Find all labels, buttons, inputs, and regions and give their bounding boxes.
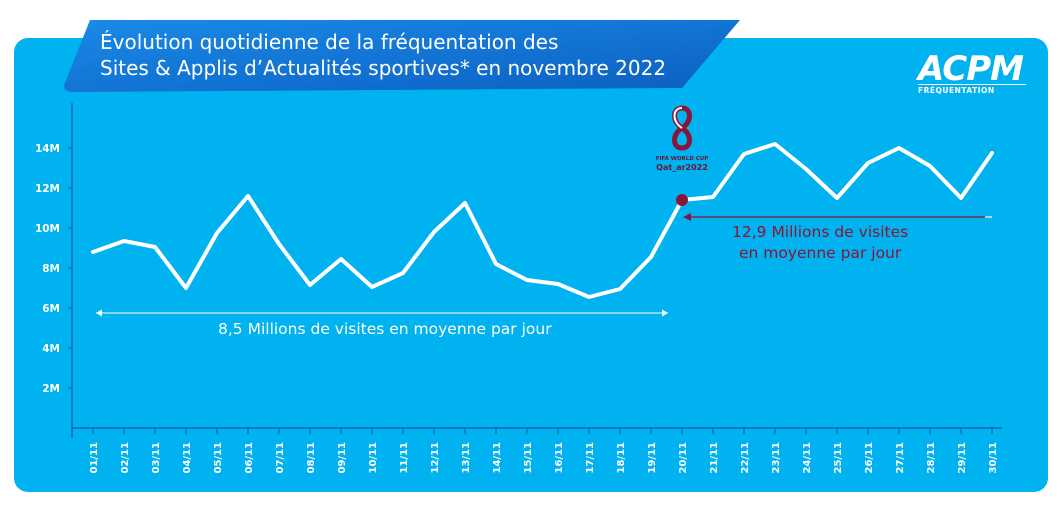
x-tick-label: 29/11	[957, 442, 968, 474]
acpm-logo: ACPM FRÉQUENTATION	[918, 52, 1026, 95]
x-tick-label: 17/11	[585, 442, 596, 474]
x-tick-label: 24/11	[802, 442, 813, 474]
x-tick-label: 08/11	[306, 442, 317, 474]
x-tick-label: 02/11	[120, 442, 131, 474]
chart-panel	[14, 38, 1048, 492]
x-tick-label: 05/11	[213, 442, 224, 474]
x-tick-label: 14/11	[492, 442, 503, 474]
title-line-1: Évolution quotidienne de la fréquentatio…	[100, 30, 559, 54]
x-tick-label: 12/11	[430, 442, 441, 474]
x-tick-label: 07/11	[275, 442, 286, 474]
highlight-point	[676, 194, 688, 206]
y-tick-label: 10M	[35, 223, 60, 235]
x-tick-label: 11/11	[399, 442, 410, 474]
chart-title: Évolution quotidienne de la fréquentatio…	[100, 29, 666, 81]
average-after-arrow	[683, 213, 691, 221]
world-cup-label: FIFA WORLD CUP	[655, 156, 709, 162]
average-after-line-2: en moyenne par jour	[738, 244, 902, 262]
x-tick-label: 20/11	[678, 442, 689, 474]
x-tick-label: 21/11	[709, 442, 720, 474]
series-line	[91, 142, 994, 299]
x-tick-label: 06/11	[244, 442, 255, 474]
average-before-label: 8,5 Millions de visites en moyenne par j…	[218, 320, 552, 338]
average-after-label: 12,9 Millions de visites en moyenne par …	[732, 222, 908, 264]
logo-subtext: FRÉQUENTATION	[918, 84, 1026, 95]
x-tick-label: 15/11	[523, 442, 534, 474]
x-tick-label: 22/11	[740, 442, 751, 474]
average-before-right-arrow	[662, 309, 668, 317]
x-tick-label: 30/11	[988, 442, 999, 474]
x-tick-label: 16/11	[554, 442, 565, 474]
x-tick-label: 25/11	[833, 442, 844, 474]
y-tick-label: 14M	[35, 143, 60, 155]
average-before-left-arrow	[96, 309, 102, 317]
title-line-2: Sites & Applis d’Actualités sportives* e…	[100, 56, 667, 80]
x-tick-label: 03/11	[151, 442, 162, 474]
y-tick-label: 4M	[42, 343, 60, 355]
world-cup-emblem-icon	[672, 105, 692, 151]
x-tick-label: 19/11	[647, 442, 658, 474]
x-tick-label: 23/11	[771, 442, 782, 474]
x-tick-label: 10/11	[368, 442, 379, 474]
y-tick-label: 2M	[42, 383, 60, 395]
title-banner	[64, 20, 740, 92]
world-cup-badge: FIFA WORLD CUP Qat_ar2022	[648, 104, 716, 172]
y-tick-label: 6M	[42, 303, 60, 315]
x-tick-label: 01/11	[89, 442, 100, 474]
world-cup-sublabel: Qat_ar2022	[656, 163, 708, 172]
x-tick-label: 04/11	[182, 442, 193, 474]
x-tick-label: 13/11	[461, 442, 472, 474]
y-tick-label: 8M	[42, 263, 60, 275]
y-tick-label: 12M	[35, 183, 60, 195]
average-after-line-1: 12,9 Millions de visites	[732, 223, 909, 241]
x-tick-label: 26/11	[864, 442, 875, 474]
x-tick-label: 18/11	[616, 442, 627, 474]
logo-text: ACPM	[918, 49, 1024, 89]
x-tick-label: 09/11	[337, 442, 348, 474]
x-tick-label: 28/11	[926, 442, 937, 474]
x-tick-label: 27/11	[895, 442, 906, 474]
